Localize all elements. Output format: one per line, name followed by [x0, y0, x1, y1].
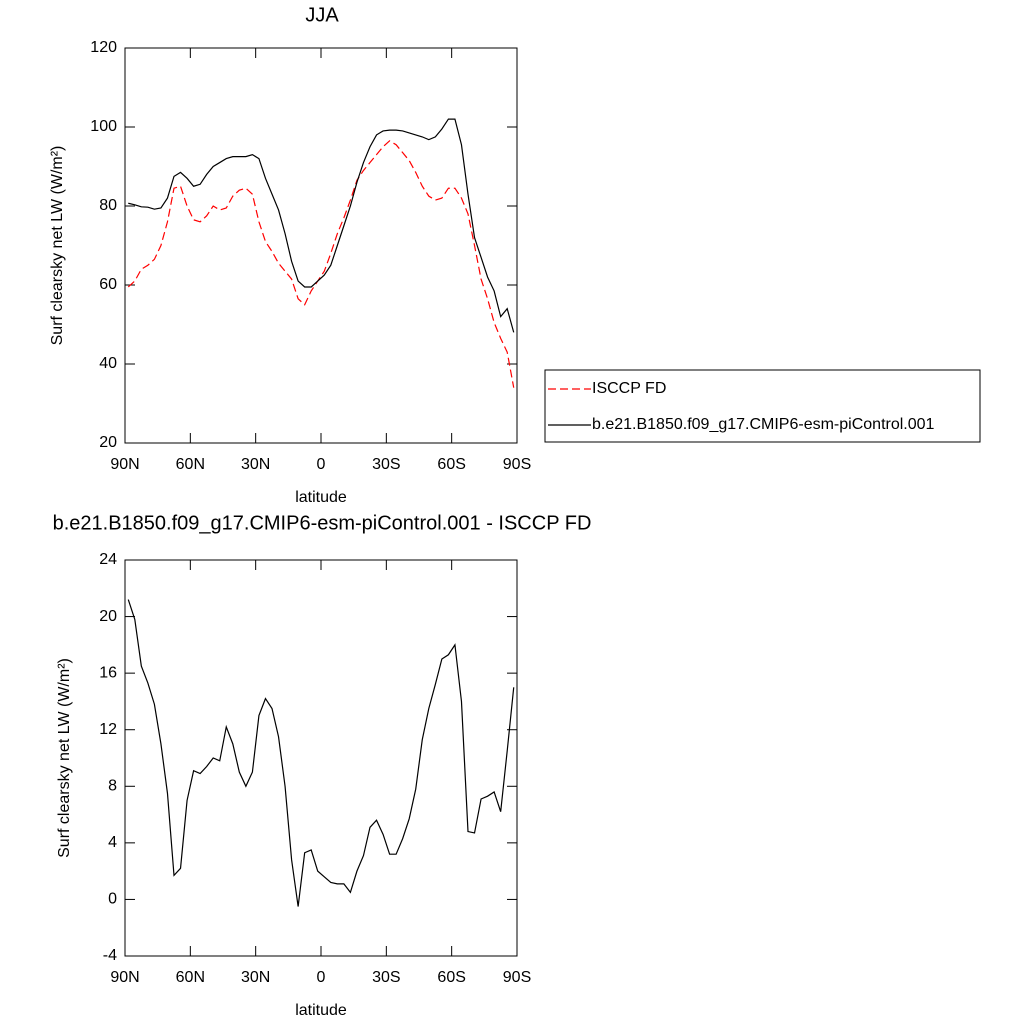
plot-frame — [124, 559, 518, 957]
x-tick-label: 90N — [110, 969, 139, 986]
y-axis-label: Surf clearsky net LW (W/m²) — [56, 658, 73, 858]
data-line — [127, 140, 515, 388]
legend-label: ISCCP FD — [592, 380, 666, 397]
x-tick-label: 30S — [372, 969, 400, 986]
y-tick-label: 16 — [99, 664, 117, 681]
x-tick-label: 0 — [317, 969, 326, 986]
x-tick-label: 90S — [503, 969, 531, 986]
legend-label: b.e21.B1850.f09_g17.CMIP6-esm-piControl.… — [592, 416, 935, 433]
y-tick-label: 12 — [99, 721, 117, 738]
x-tick-label: 30N — [241, 969, 270, 986]
chart-title: JJA — [305, 4, 339, 26]
y-tick-label: 8 — [108, 778, 117, 795]
y-tick-label: 0 — [108, 891, 117, 908]
x-tick-label: 60N — [176, 456, 205, 473]
data-line — [128, 118, 515, 333]
x-tick-label: 30N — [241, 456, 270, 473]
y-tick-label: 60 — [99, 276, 117, 293]
y-tick-label: 4 — [108, 834, 117, 851]
chart-title: b.e21.B1850.f09_g17.CMIP6-esm-piControl.… — [53, 512, 592, 534]
x-tick-label: 60S — [437, 456, 465, 473]
x-tick-label: 0 — [317, 456, 326, 473]
y-tick-label: 20 — [99, 434, 117, 451]
plot-frame — [124, 47, 518, 444]
x-tick-label: 60N — [176, 969, 205, 986]
y-tick-label: 100 — [90, 118, 117, 135]
y-tick-label: 80 — [99, 197, 117, 214]
x-tick-label: 30S — [372, 456, 400, 473]
x-tick-label: 60S — [437, 969, 465, 986]
y-tick-label: 20 — [99, 608, 117, 625]
y-tick-label: 40 — [99, 355, 117, 372]
y-tick-label: -4 — [103, 947, 117, 964]
y-axis-label: Surf clearsky net LW (W/m²) — [49, 146, 66, 346]
legend-box — [544, 369, 981, 443]
x-axis-label: latitude — [295, 489, 347, 506]
y-tick-label: 24 — [99, 551, 117, 568]
x-tick-label: 90S — [503, 456, 531, 473]
x-axis-label: latitude — [295, 1002, 347, 1019]
y-tick-label: 120 — [90, 39, 117, 56]
data-line — [127, 599, 515, 907]
x-tick-label: 90N — [110, 456, 139, 473]
